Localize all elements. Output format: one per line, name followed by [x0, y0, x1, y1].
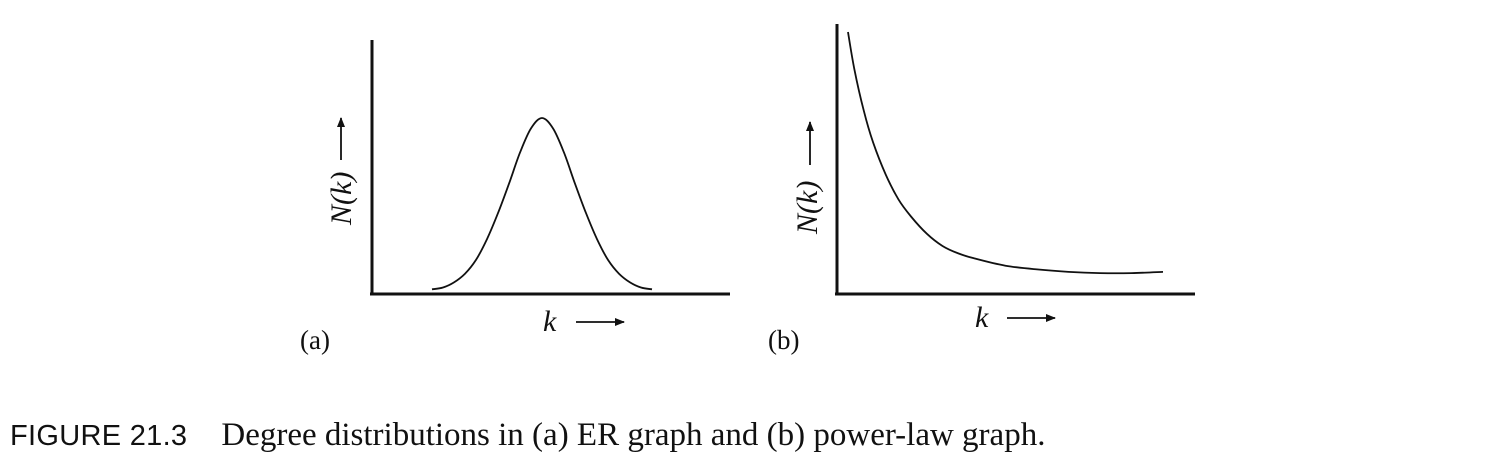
panel-a-x-label: k — [543, 305, 557, 338]
caption-text: Degree distributions in (a) ER graph and… — [221, 417, 1046, 453]
panel-b-y-label: N(k) — [791, 181, 824, 235]
panel-a-label: (a) — [300, 325, 330, 355]
figure-area: N(k) k (a) N(k) k (b) — [300, 24, 1195, 355]
panel-a-chart: N(k) k (a) — [300, 40, 730, 355]
panel-a-y-label: N(k) — [325, 172, 358, 226]
figure-number: FIGURE 21.3 — [10, 420, 188, 452]
figure-caption: FIGURE 21.3 Degree distributions in (a) E… — [10, 415, 1045, 456]
panel-b-curve — [847, 31, 1164, 275]
panel-a-curve — [431, 117, 653, 291]
panel-b-chart: N(k) k (b) — [768, 24, 1195, 355]
panel-b-x-label: k — [975, 301, 989, 334]
panel-b-label: (b) — [768, 325, 799, 355]
